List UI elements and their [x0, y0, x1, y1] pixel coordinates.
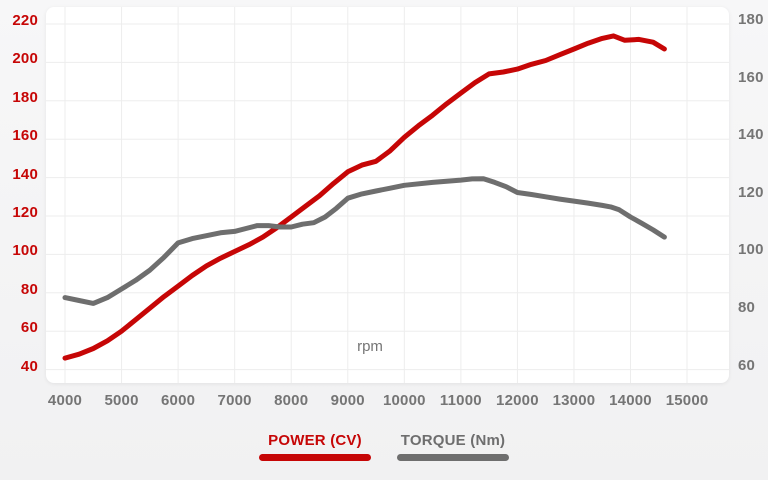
right-axis-tick-label: 140 [738, 126, 764, 144]
left-axis-tick-label: 120 [12, 204, 38, 221]
legend-item-torque[interactable]: TORQUE (Nm) [397, 432, 509, 461]
left-axis-tick-label: 180 [12, 88, 38, 106]
x-axis-tick-label: 13000 [552, 392, 596, 409]
x-axis-tick-label: 15000 [665, 392, 709, 409]
legend-label-torque: TORQUE (Nm) [400, 432, 506, 449]
left-axis-tick-label: 100 [12, 242, 38, 260]
x-axis-tick-label: 6000 [161, 392, 196, 409]
left-axis-tick-label: 140 [12, 165, 38, 183]
right-axis-tick-label: 100 [738, 241, 764, 259]
right-axis-tick-label: 60 [738, 356, 756, 374]
right-axis-tick-label: 160 [738, 68, 764, 86]
x-axis-tick-label: 8000 [274, 392, 309, 409]
x-axis-tick-label: 9000 [330, 392, 365, 409]
x-axis-tick-label: 7000 [217, 392, 252, 409]
legend-label-power: POWER (CV) [268, 432, 362, 449]
x-axis-tick-label: 12000 [496, 392, 539, 409]
x-axis-tick-label: 5000 [104, 392, 139, 409]
left-axis-tick-label: 200 [12, 50, 38, 68]
left-axis-tick-label: 80 [20, 280, 38, 298]
chart-legend: POWER (CV) TORQUE (Nm) [0, 432, 768, 461]
left-axis-tick-label: 40 [20, 357, 38, 375]
x-axis-tick-label: 10000 [382, 392, 426, 409]
x-axis-tick-label: 14000 [609, 392, 652, 409]
legend-swatch-power [259, 454, 371, 461]
x-axis-tick-label: 4000 [47, 392, 83, 409]
left-axis-tick-label: 220 [12, 12, 38, 29]
x-axis-tick-label: 11000 [439, 392, 482, 409]
legend-swatch-torque [397, 454, 509, 461]
right-axis-tick-label: 80 [738, 299, 756, 316]
left-axis-tick-label: 160 [12, 127, 38, 145]
legend-item-power[interactable]: POWER (CV) [259, 432, 371, 461]
chart-panel [46, 7, 729, 383]
x-axis-title: rpm [357, 338, 383, 355]
right-axis-tick-label: 120 [738, 183, 764, 201]
left-axis-tick-label: 60 [20, 319, 38, 337]
right-axis-tick-label: 180 [738, 11, 764, 28]
